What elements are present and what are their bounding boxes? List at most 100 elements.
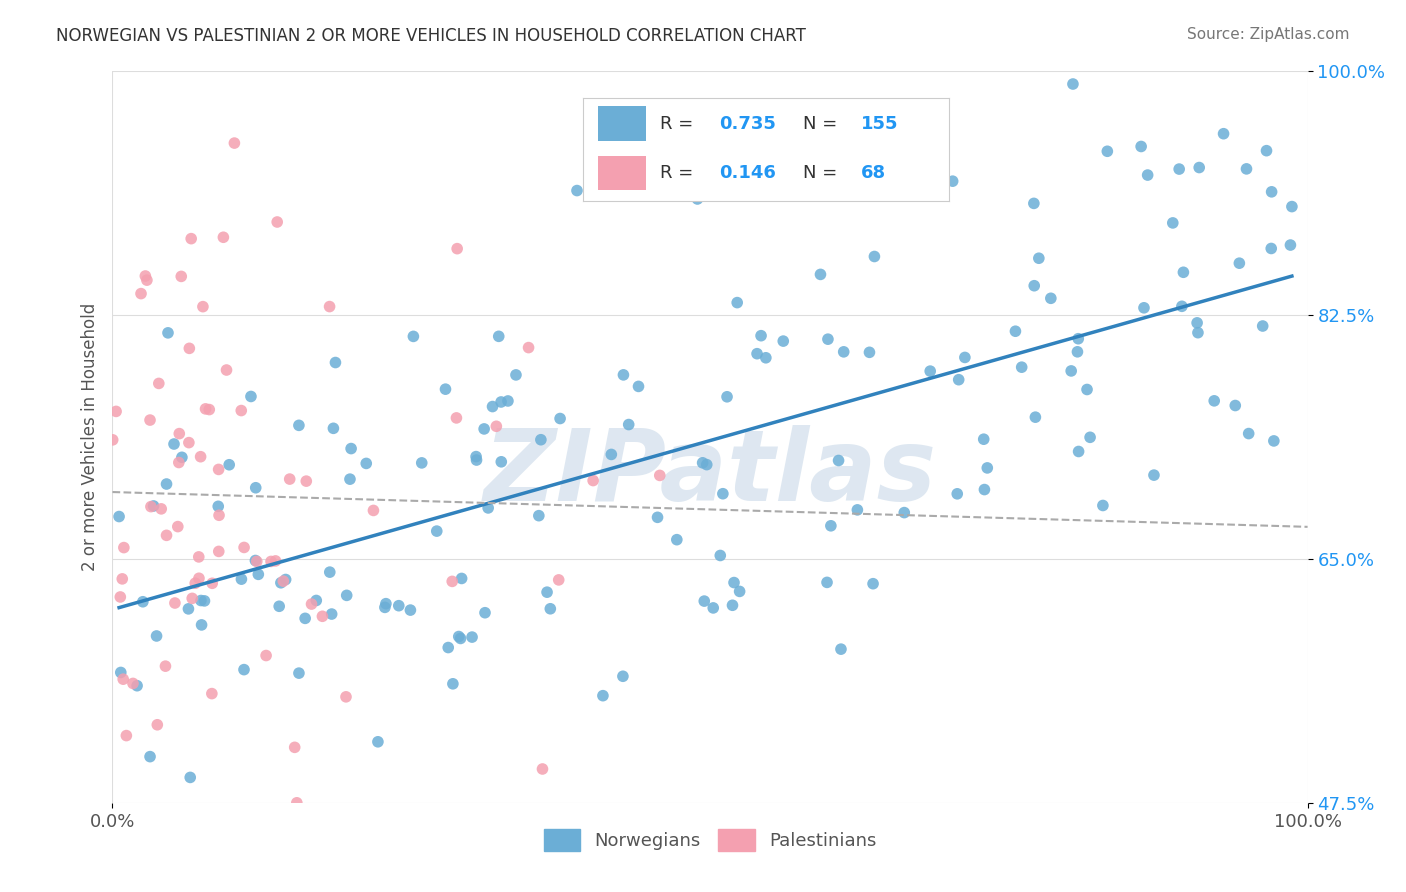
Norwegians bbox=[1130, 139, 1153, 153]
Norwegians bbox=[447, 630, 470, 644]
Palestinians bbox=[311, 609, 333, 624]
Norwegians bbox=[953, 351, 976, 365]
Norwegians bbox=[976, 461, 998, 475]
Norwegians bbox=[1076, 383, 1098, 397]
Norwegians bbox=[1212, 127, 1234, 141]
Palestinians bbox=[260, 554, 283, 568]
Norwegians bbox=[1062, 77, 1084, 91]
Norwegians bbox=[728, 584, 751, 599]
Palestinians bbox=[212, 230, 235, 244]
Norwegians bbox=[1028, 252, 1050, 266]
Norwegians bbox=[716, 390, 738, 404]
Norwegians bbox=[177, 602, 200, 616]
Norwegians bbox=[1171, 299, 1194, 313]
Text: N =: N = bbox=[803, 115, 842, 133]
Text: 68: 68 bbox=[862, 164, 886, 182]
Norwegians bbox=[340, 442, 363, 456]
Text: 155: 155 bbox=[862, 115, 898, 133]
Palestinians bbox=[246, 554, 269, 568]
Norwegians bbox=[600, 447, 623, 461]
Palestinians bbox=[150, 501, 173, 516]
Palestinians bbox=[547, 573, 569, 587]
Norwegians bbox=[269, 599, 291, 614]
Palestinians bbox=[441, 574, 464, 589]
Norwegians bbox=[946, 487, 969, 501]
Norwegians bbox=[846, 503, 869, 517]
Norwegians bbox=[325, 355, 347, 369]
Norwegians bbox=[207, 500, 229, 514]
Norwegians bbox=[319, 565, 342, 579]
Norwegians bbox=[155, 477, 177, 491]
Norwegians bbox=[139, 749, 162, 764]
Palestinians bbox=[115, 729, 138, 743]
Norwegians bbox=[1078, 430, 1101, 444]
Norwegians bbox=[1263, 434, 1285, 448]
Norwegians bbox=[1161, 216, 1184, 230]
Palestinians bbox=[318, 300, 340, 314]
Palestinians bbox=[224, 136, 246, 150]
Norwegians bbox=[110, 665, 132, 680]
Norwegians bbox=[426, 524, 449, 538]
Palestinians bbox=[129, 286, 152, 301]
Norwegians bbox=[692, 456, 714, 470]
Palestinians bbox=[105, 404, 128, 418]
Palestinians bbox=[517, 341, 540, 355]
Norwegians bbox=[1260, 242, 1282, 256]
Norwegians bbox=[125, 679, 148, 693]
Norwegians bbox=[536, 585, 558, 599]
Norwegians bbox=[1004, 324, 1026, 338]
Palestinians bbox=[184, 576, 207, 591]
Norwegians bbox=[530, 433, 553, 447]
Norwegians bbox=[142, 499, 165, 513]
Palestinians bbox=[201, 687, 224, 701]
Palestinians bbox=[301, 597, 323, 611]
Palestinians bbox=[180, 232, 202, 246]
Norwegians bbox=[920, 364, 942, 378]
Norwegians bbox=[725, 295, 748, 310]
Norwegians bbox=[832, 344, 855, 359]
Norwegians bbox=[288, 666, 311, 681]
Norwegians bbox=[1133, 301, 1156, 315]
Norwegians bbox=[1066, 344, 1088, 359]
Norwegians bbox=[374, 597, 396, 611]
Norwegians bbox=[1011, 360, 1033, 375]
Palestinians bbox=[134, 268, 156, 283]
Norwegians bbox=[321, 607, 343, 621]
Norwegians bbox=[411, 456, 433, 470]
Palestinians bbox=[169, 426, 191, 441]
Palestinians bbox=[266, 215, 288, 229]
Norwegians bbox=[1185, 316, 1208, 330]
Norwegians bbox=[1136, 168, 1159, 182]
Norwegians bbox=[239, 389, 262, 403]
Norwegians bbox=[749, 328, 772, 343]
Palestinians bbox=[278, 472, 301, 486]
Palestinians bbox=[194, 401, 217, 416]
Norwegians bbox=[817, 332, 839, 346]
Y-axis label: 2 or more Vehicles in Household: 2 or more Vehicles in Household bbox=[80, 303, 98, 571]
Norwegians bbox=[973, 483, 995, 497]
Norwegians bbox=[477, 500, 499, 515]
Legend: Norwegians, Palestinians: Norwegians, Palestinians bbox=[534, 820, 886, 860]
Palestinians bbox=[135, 273, 157, 287]
Norwegians bbox=[322, 421, 344, 435]
Palestinians bbox=[363, 503, 385, 517]
Norwegians bbox=[1060, 364, 1083, 378]
Norwegians bbox=[294, 611, 316, 625]
Norwegians bbox=[270, 575, 292, 590]
Norwegians bbox=[441, 677, 464, 691]
Norwegians bbox=[973, 432, 995, 446]
Norwegians bbox=[863, 250, 886, 264]
Bar bbox=[598, 155, 645, 190]
Palestinians bbox=[110, 590, 132, 604]
Norwegians bbox=[288, 418, 311, 433]
Palestinians bbox=[122, 676, 145, 690]
Palestinians bbox=[146, 718, 169, 732]
Palestinians bbox=[208, 508, 231, 523]
Norwegians bbox=[1279, 238, 1302, 252]
Palestinians bbox=[101, 433, 124, 447]
Palestinians bbox=[264, 554, 287, 568]
Norwegians bbox=[612, 368, 634, 382]
Norwegians bbox=[505, 368, 527, 382]
Norwegians bbox=[1256, 144, 1278, 158]
Norwegians bbox=[820, 518, 842, 533]
